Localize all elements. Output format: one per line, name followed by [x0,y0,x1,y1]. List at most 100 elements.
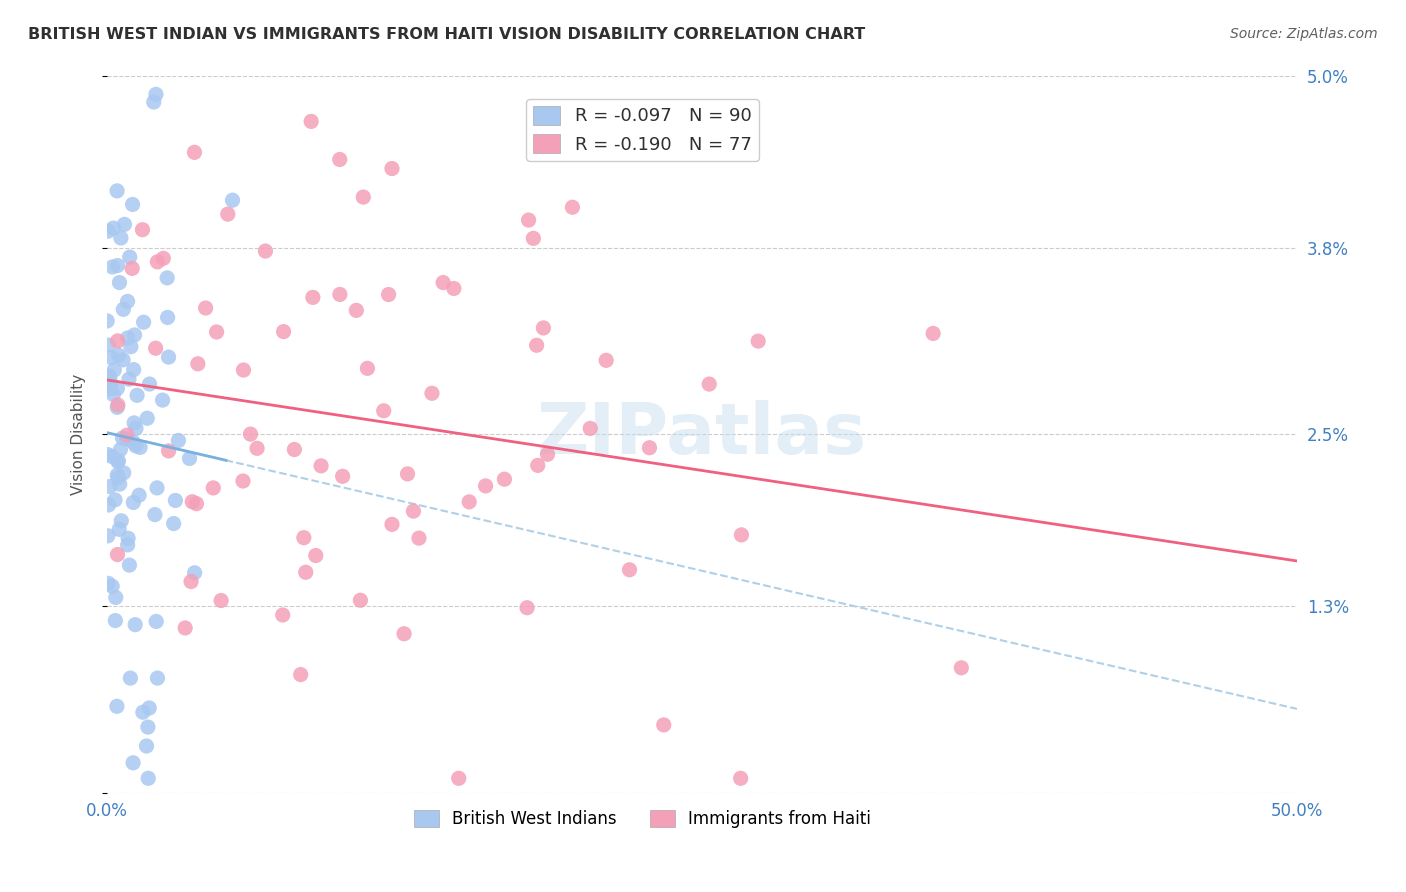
Legend: British West Indians, Immigrants from Haiti: British West Indians, Immigrants from Ha… [408,803,877,835]
Point [117,538,139,552]
Point [136,411,159,425]
Point [115,432,138,446]
Point [179,451,201,466]
Point [747,334,769,348]
Point [152,393,174,408]
Point [157,444,180,458]
Point [101,579,124,593]
Point [730,772,752,786]
Point [156,271,179,285]
Point [125,421,148,435]
Point [579,421,602,435]
Point [117,531,139,545]
Point [98,382,121,396]
Point [246,442,269,456]
Text: BRITISH WEST INDIAN VS IMMIGRANTS FROM HAITI VISION DISABILITY CORRELATION CHART: BRITISH WEST INDIAN VS IMMIGRANTS FROM H… [28,27,865,42]
Point [145,341,167,355]
Point [294,566,316,580]
Point [97,448,120,462]
Point [536,447,558,461]
Point [187,357,209,371]
Point [107,470,129,484]
Point [107,398,129,412]
Point [373,404,395,418]
Point [105,401,128,415]
Point [186,497,208,511]
Point [138,377,160,392]
Point [120,671,142,685]
Point [135,739,157,753]
Point [516,600,538,615]
Point [309,458,332,473]
Point [118,558,141,573]
Point [408,531,430,545]
Point [526,338,548,352]
Point [174,621,197,635]
Point [156,310,179,325]
Point [356,361,378,376]
Point [118,250,141,264]
Point [103,387,125,401]
Point [136,772,159,786]
Text: Source: ZipAtlas.com: Source: ZipAtlas.com [1230,27,1378,41]
Point [181,494,204,508]
Point [526,458,548,473]
Point [138,701,160,715]
Point [950,661,973,675]
Point [112,352,135,367]
Point [299,114,322,128]
Point [110,442,132,457]
Point [146,481,169,495]
Point [194,301,217,315]
Point [104,614,127,628]
Text: ZIPatlas: ZIPatlas [537,400,868,468]
Point [136,720,159,734]
Point [474,479,496,493]
Point [108,477,131,491]
Point [132,315,155,329]
Point [531,321,554,335]
Point [132,705,155,719]
Point [146,671,169,685]
Point [115,428,138,442]
Point [167,434,190,448]
Point [157,350,180,364]
Point [127,388,149,402]
Point [107,348,129,362]
Point [165,493,187,508]
Point [697,377,720,392]
Point [517,213,540,227]
Point [561,200,583,214]
Point [122,756,145,770]
Point [97,338,120,352]
Point [209,593,232,607]
Point [122,362,145,376]
Point [108,276,131,290]
Point [302,290,325,304]
Point [595,353,617,368]
Point [329,287,352,301]
Point [332,469,354,483]
Point [239,427,262,442]
Point [432,276,454,290]
Point [271,607,294,622]
Point [290,667,312,681]
Point [105,381,128,395]
Point [396,467,419,481]
Point [112,466,135,480]
Point [107,334,129,348]
Point [292,531,315,545]
Point [349,593,371,607]
Point [100,351,122,365]
Point [107,454,129,468]
Point [97,576,120,591]
Point [145,615,167,629]
Point [131,223,153,237]
Point [117,331,139,345]
Point [104,591,127,605]
Point [283,442,305,457]
Point [232,363,254,377]
Point [117,294,139,309]
Point [305,549,328,563]
Point [107,548,129,562]
